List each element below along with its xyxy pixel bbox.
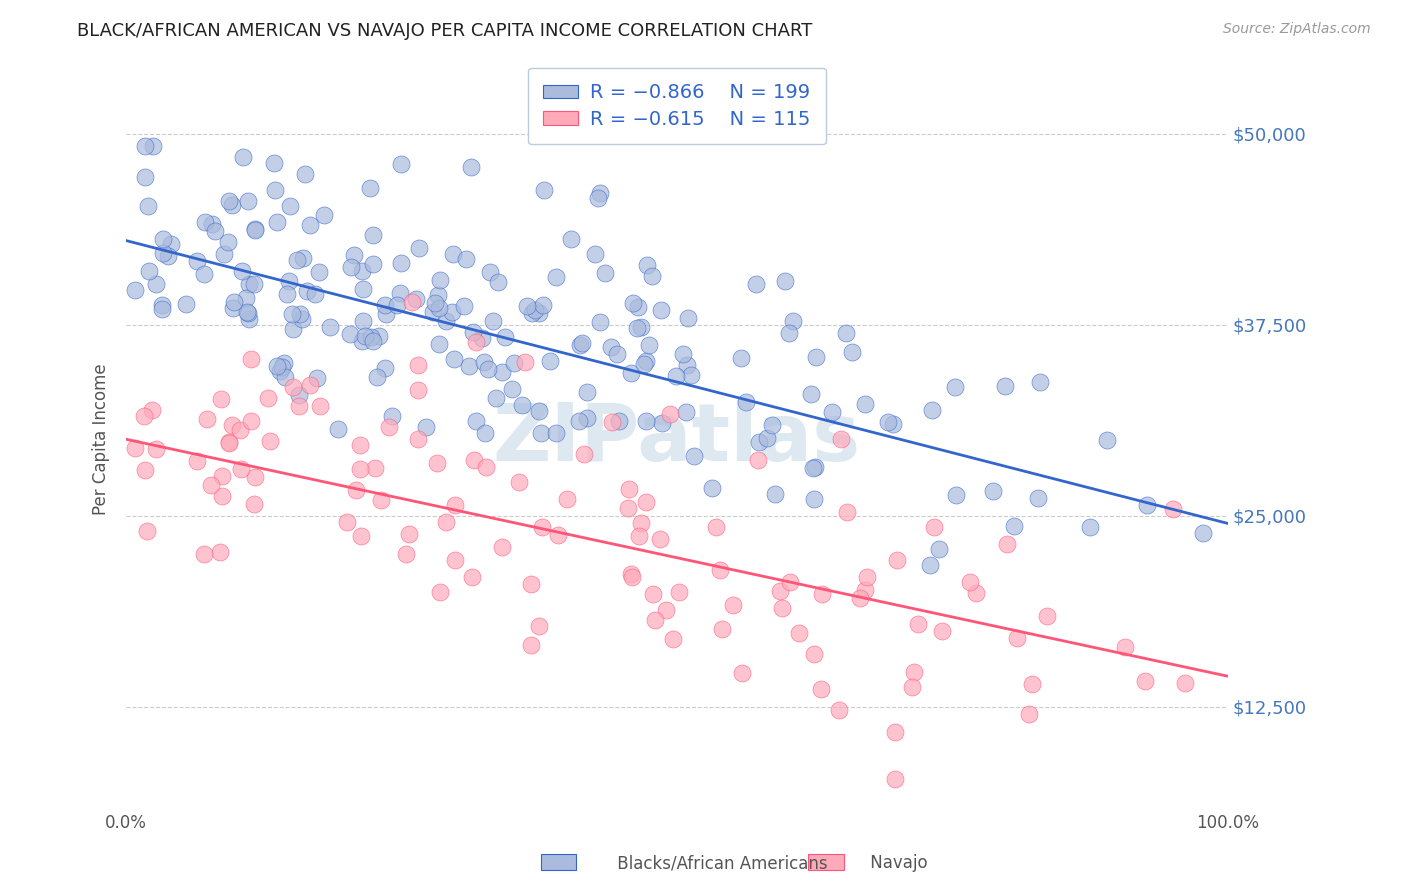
Point: [803, 647, 825, 661]
Point: [621, 296, 644, 310]
Point: [501, 382, 523, 396]
Point: [589, 186, 612, 201]
Point: [238, 277, 260, 291]
Point: [295, 284, 318, 298]
Point: [607, 413, 630, 427]
Point: [800, 387, 823, 401]
Point: [256, 392, 278, 406]
Point: [288, 399, 311, 413]
Point: [633, 357, 655, 371]
Point: [326, 421, 349, 435]
Point: [704, 519, 727, 533]
Point: [903, 665, 925, 680]
Point: [221, 418, 243, 433]
Point: [520, 306, 543, 320]
Point: [349, 438, 371, 452]
Point: [361, 334, 384, 348]
Point: [853, 582, 876, 597]
Point: [259, 434, 281, 449]
Point: [478, 264, 501, 278]
Point: [465, 334, 488, 349]
Point: [318, 320, 340, 334]
Point: [636, 414, 658, 428]
Point: [827, 703, 849, 717]
Point: [606, 346, 628, 360]
Point: [408, 242, 430, 256]
Point: [269, 363, 291, 377]
Point: [294, 167, 316, 181]
Point: [474, 426, 496, 441]
Point: [668, 584, 690, 599]
Point: [405, 292, 427, 306]
Point: [157, 249, 180, 263]
Point: [232, 150, 254, 164]
Point: [152, 232, 174, 246]
Point: [423, 295, 446, 310]
Point: [352, 314, 374, 328]
Point: [620, 566, 643, 581]
Point: [804, 351, 827, 365]
Point: [193, 268, 215, 282]
Point: [523, 302, 546, 317]
Point: [291, 252, 314, 266]
Point: [1174, 676, 1197, 690]
Point: [675, 405, 697, 419]
Point: [134, 139, 156, 153]
Point: [361, 227, 384, 242]
Point: [884, 772, 907, 787]
Point: [229, 423, 252, 437]
Point: [238, 306, 260, 320]
Point: [993, 378, 1015, 392]
Point: [641, 269, 664, 284]
Point: [945, 487, 967, 501]
Point: [186, 254, 208, 268]
Point: [502, 356, 524, 370]
Point: [630, 516, 652, 531]
Point: [374, 298, 396, 312]
Point: [627, 529, 650, 543]
Point: [538, 353, 561, 368]
Point: [142, 139, 165, 153]
Point: [515, 355, 537, 369]
Point: [1095, 433, 1118, 447]
Point: [482, 313, 505, 327]
Point: [134, 463, 156, 477]
Point: [575, 385, 598, 400]
Point: [546, 425, 568, 440]
Point: [575, 411, 598, 425]
Point: [711, 623, 734, 637]
Point: [529, 306, 551, 320]
Point: [453, 299, 475, 313]
Point: [681, 368, 703, 382]
Point: [1114, 640, 1136, 655]
Point: [263, 156, 285, 170]
Point: [516, 299, 538, 313]
Point: [643, 587, 665, 601]
Point: [245, 222, 267, 236]
Point: [918, 558, 941, 573]
Point: [883, 725, 905, 739]
Point: [491, 365, 513, 379]
Point: [835, 505, 858, 519]
Point: [422, 305, 444, 319]
Point: [350, 529, 373, 543]
Point: [882, 417, 904, 431]
Point: [264, 183, 287, 197]
Point: [636, 495, 658, 509]
Point: [141, 403, 163, 417]
Point: [1002, 519, 1025, 533]
Point: [218, 194, 240, 208]
Point: [209, 545, 232, 559]
Point: [211, 468, 233, 483]
Point: [650, 303, 672, 318]
Point: [921, 403, 943, 417]
Point: [350, 334, 373, 349]
Point: [124, 442, 146, 456]
Point: [779, 575, 801, 590]
Point: [427, 301, 450, 315]
Point: [290, 307, 312, 321]
Point: [835, 326, 858, 340]
Point: [374, 360, 396, 375]
Point: [277, 273, 299, 287]
